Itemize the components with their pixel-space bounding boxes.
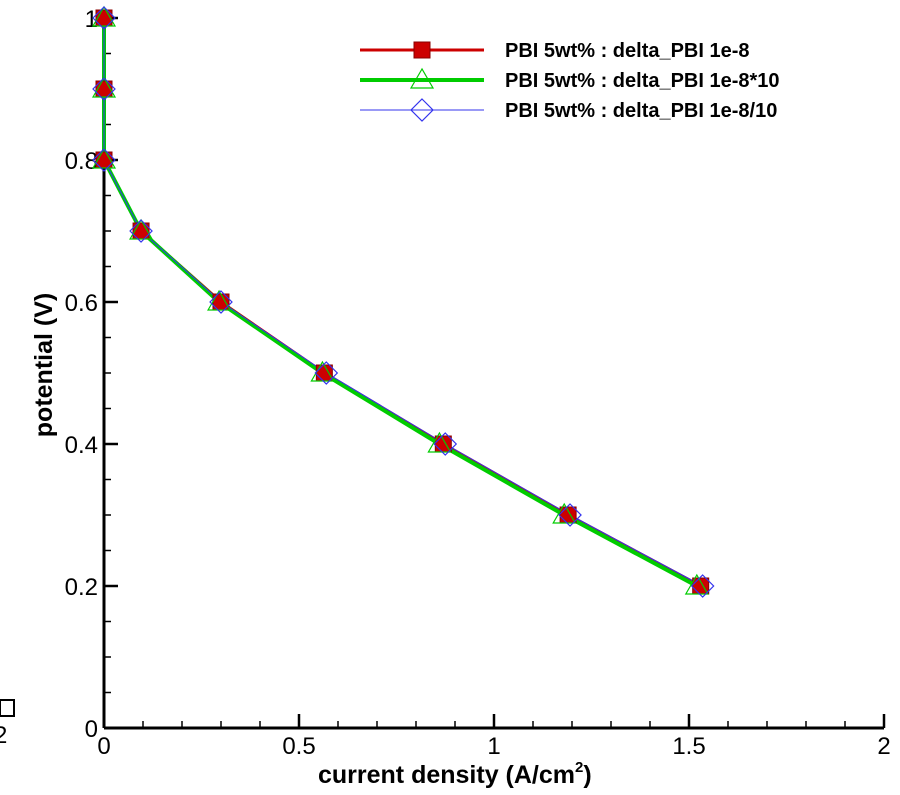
- series-1-markers: [95, 9, 710, 595]
- series-3-point: [433, 432, 458, 456]
- series-3-point: [129, 219, 153, 243]
- legend-entry-1: PBI 5wt% : delta_PBI 1e-8: [360, 40, 750, 62]
- legend: PBI 5wt% : delta_PBI 1e-8 PBI 5wt% : delt…: [360, 40, 780, 122]
- legend-marker: [413, 41, 431, 59]
- x-tick-label: 1: [487, 733, 500, 760]
- y-tick-label: 0: [85, 716, 98, 743]
- x-axis-title: current density (A/cm2): [318, 759, 592, 789]
- series-layer: [91, 5, 715, 598]
- series-3-point: [92, 77, 116, 101]
- legend-marker: [409, 67, 435, 89]
- series-2-point: [91, 76, 117, 98]
- legend-marker: [410, 98, 434, 122]
- x-axis-title-main: current density (A/cm: [318, 761, 575, 789]
- y-tick-label: 0.4: [65, 432, 98, 459]
- legend-label: PBI 5wt% : delta_PBI 1e-8*10: [505, 70, 780, 92]
- x-tick-label: 0.5: [282, 733, 315, 760]
- legend-label: PBI 5wt% : delta_PBI 1e-8/10: [505, 100, 777, 122]
- edge-fragment-mark: [0, 699, 15, 717]
- series-3-point: [314, 361, 339, 385]
- y-tick-label: 0.8: [65, 148, 98, 175]
- legend-entry-2: PBI 5wt% : delta_PBI 1e-8*10: [360, 67, 780, 92]
- series-2-point: [684, 573, 709, 595]
- series-3-markers: [92, 6, 715, 598]
- x-tick-label: 2: [877, 733, 890, 760]
- y-tick-label: 0.2: [65, 574, 98, 601]
- x-tick-label: 1.5: [672, 733, 705, 760]
- series-2-point: [129, 218, 154, 240]
- edge-fragment-label: 2: [0, 722, 7, 749]
- y-tick-label: 0.6: [65, 290, 98, 317]
- x-axis-title-superscript: 2: [575, 759, 583, 776]
- series-2-point: [207, 289, 232, 311]
- series-3-point: [92, 148, 116, 172]
- series-3-point: [690, 574, 715, 598]
- x-axis-title-suffix: ): [583, 761, 591, 789]
- legend-label: PBI 5wt% : delta_PBI 1e-8: [505, 40, 750, 62]
- series-2-point: [91, 147, 117, 169]
- series-2-markers: [91, 5, 709, 595]
- series-2-point: [427, 431, 452, 453]
- series-2-point: [91, 5, 117, 27]
- y-axis-title: potential (V): [30, 293, 58, 437]
- series-3-point: [92, 6, 116, 30]
- x-tick-label: 0: [97, 733, 110, 760]
- series-2-point: [552, 502, 577, 524]
- series-3-point: [209, 290, 233, 314]
- axes: 0 0.5 1 1.5 200.20.40.60.81: [65, 6, 891, 760]
- series-3-point: [558, 503, 582, 527]
- legend-entry-3: PBI 5wt% : delta_PBI 1e-8/10: [360, 98, 777, 122]
